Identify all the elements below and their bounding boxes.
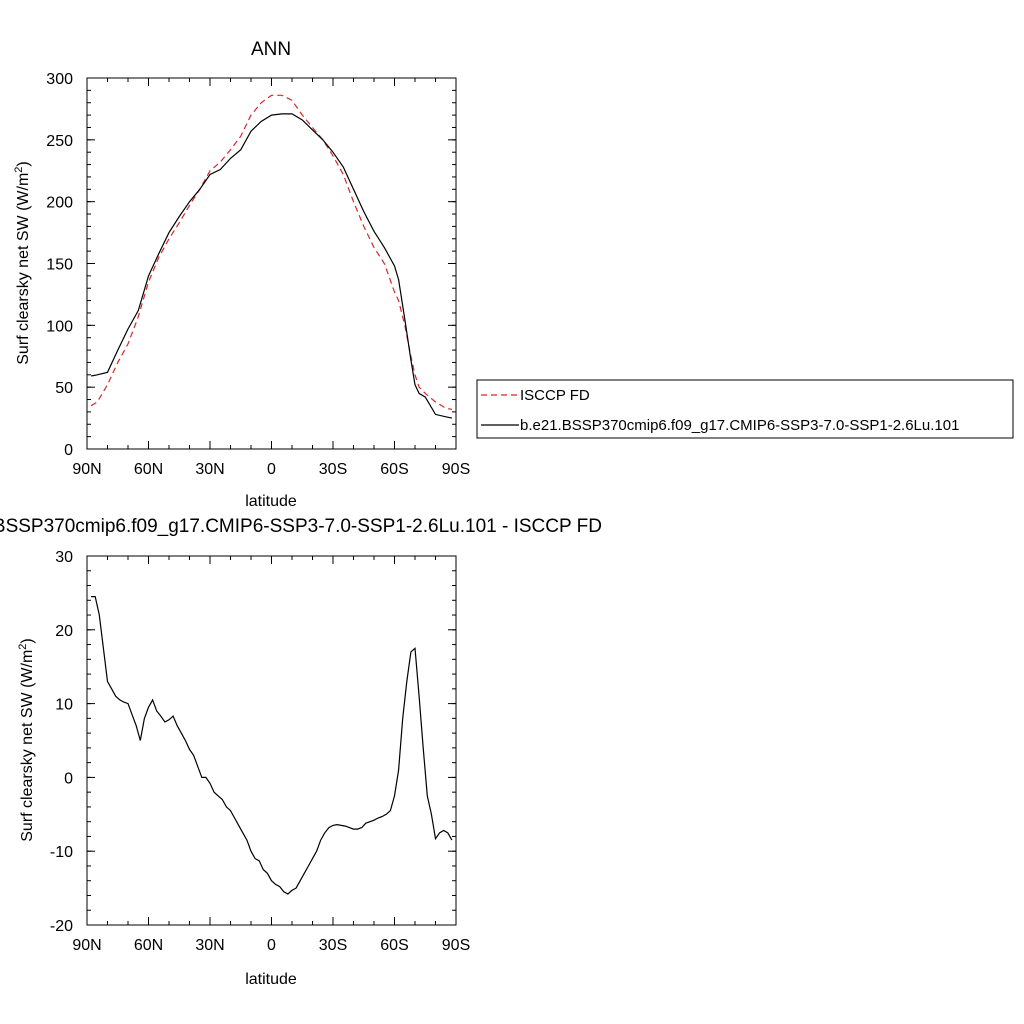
x-tick-label: 90N: [72, 937, 101, 954]
top-axis-ticks: 90N 60N 30N 0 30S 60S 90S 0 50 100 150 200 250 300: [46, 71, 470, 478]
y-tick-label: -10: [50, 844, 73, 861]
y-tick-label: 10: [55, 697, 73, 714]
legend: ISCCP FD b.e21.BSSP370cmip6.f09_g17.CMIP…: [476, 379, 1014, 439]
bottom-x-axis-label: latitude: [245, 971, 297, 988]
x-tick-label: 90S: [442, 937, 470, 954]
top-panel: ANN latitude Surf clearsky net SW (W/m2)…: [13, 39, 470, 510]
legend-label-model: b.e21.BSSP370cmip6.f09_g17.CMIP6-SSP3-7.…: [520, 417, 959, 434]
legend-box: [476, 379, 1014, 439]
x-tick-label: 30S: [319, 461, 347, 478]
series-line-model: [91, 595, 453, 895]
y-tick-label: 0: [64, 442, 73, 459]
y-tick-label: 300: [46, 71, 73, 88]
bottom-y-axis-label: Surf clearsky net SW (W/m2): [17, 638, 36, 841]
bottom-panel: b.e21.BSSP370cmip6.f09_g17.CMIP6-SSP3-7.…: [0, 516, 602, 988]
x-tick-label: 60S: [380, 461, 408, 478]
top-series-lines: [90, 94, 453, 419]
top-chart-title: ANN: [251, 39, 291, 60]
series-line-model: [90, 113, 453, 419]
x-tick-label: 0: [267, 937, 276, 954]
bottom-series-lines: [91, 595, 453, 895]
top-x-axis-label: latitude: [245, 493, 297, 510]
top-y-axis-label: Surf clearsky net SW (W/m2): [13, 161, 32, 364]
x-tick-label: 30S: [319, 937, 347, 954]
y-tick-label: 150: [46, 257, 73, 274]
y-tick-label: 250: [46, 133, 73, 150]
x-tick-label: 90S: [442, 461, 470, 478]
x-tick-label: 0: [267, 461, 276, 478]
y-tick-label: 200: [46, 195, 73, 212]
y-tick-label: 30: [55, 549, 73, 566]
top-plot-frame: [86, 77, 457, 450]
x-tick-label: 60N: [134, 461, 163, 478]
y-tick-label: 0: [64, 770, 73, 787]
y-tick-label: 20: [55, 623, 73, 640]
y-tick-label: 50: [55, 380, 73, 397]
legend-label-isccp: ISCCP FD: [520, 387, 590, 404]
x-tick-label: 90N: [72, 461, 101, 478]
x-tick-label: 30N: [195, 937, 224, 954]
x-tick-label: 60S: [380, 937, 408, 954]
x-tick-label: 30N: [195, 461, 224, 478]
series-line-isccp: [90, 94, 453, 410]
bottom-chart-title: b.e21.BSSP370cmip6.f09_g17.CMIP6-SSP3-7.…: [0, 516, 602, 537]
y-tick-label: 100: [46, 318, 73, 335]
y-tick-label: -20: [50, 918, 73, 935]
bottom-axis-ticks: 90N 60N 30N 0 30S 60S 90S -20 -10 0 10 20 30: [50, 549, 470, 954]
x-tick-label: 60N: [134, 937, 163, 954]
